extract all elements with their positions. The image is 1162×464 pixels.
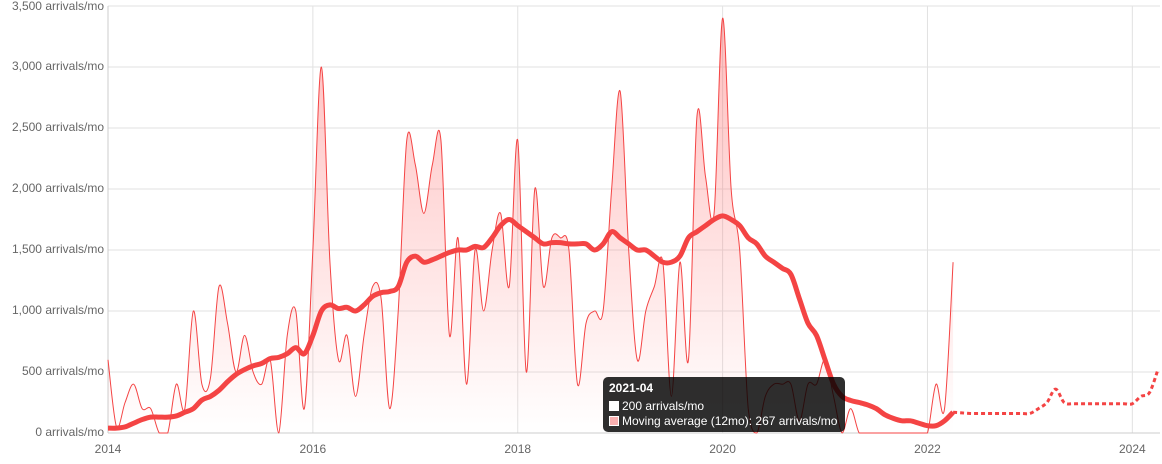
y-tick-label: 3,000 arrivals/mo	[12, 59, 104, 73]
x-tick-label: 2022	[914, 442, 941, 456]
x-tick-label: 2020	[709, 442, 736, 456]
x-tick-label: 2014	[95, 442, 122, 456]
y-tick-label: 500 arrivals/mo	[22, 364, 104, 378]
area	[108, 18, 954, 433]
y-tick-label: 2,000 arrivals/mo	[12, 181, 104, 195]
moving-average-line	[107, 213, 955, 431]
swatch	[609, 400, 619, 411]
tooltip-row: Moving average (12mo): 267 arrivals/mo	[609, 413, 839, 428]
x-tick-label: 2018	[504, 442, 531, 456]
y-tick-label: 2,500 arrivals/mo	[12, 120, 104, 134]
y-tick-label: 1,000 arrivals/mo	[12, 303, 104, 317]
forecast-line	[952, 369, 1160, 416]
tooltip-line: 200 arrivals/mo	[622, 398, 705, 413]
tooltip-row: 200 arrivals/mo	[609, 398, 839, 413]
y-tick-label: 3,500 arrivals/mo	[12, 0, 104, 13]
tooltip: 2021-04 200 arrivals/mo Moving average (…	[603, 377, 845, 432]
x-tick-label: 2016	[300, 442, 327, 456]
x-tick-label: 2024	[1119, 442, 1146, 456]
y-tick-label: 1,500 arrivals/mo	[12, 242, 104, 256]
y-tick-label: 0 arrivals/mo	[35, 425, 104, 439]
swatch	[609, 415, 619, 426]
tooltip-title: 2021-04	[609, 381, 654, 395]
tooltip-line: Moving average (12mo): 267 arrivals/mo	[622, 413, 838, 428]
